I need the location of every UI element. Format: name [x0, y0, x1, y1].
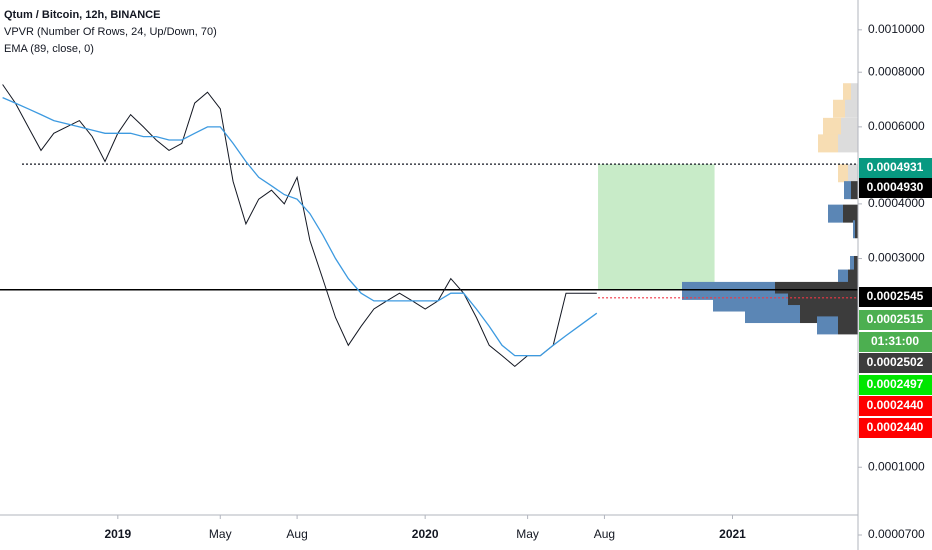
y-tick-label: 0.0006000: [868, 119, 925, 133]
vpvr-up: [823, 117, 841, 136]
vpvr-down: [843, 204, 858, 223]
price-label-box: [859, 287, 932, 307]
x-tick-label: Aug: [594, 527, 615, 541]
vpvr-down: [855, 220, 858, 239]
price-label: 0.0002497: [867, 377, 924, 391]
vpvr-down: [838, 134, 858, 153]
vpvr-down: [848, 164, 858, 183]
x-tick-label: 2020: [412, 527, 439, 541]
price-label-box: [859, 418, 932, 438]
vpvr-up: [828, 204, 843, 223]
vpvr-down: [851, 181, 858, 200]
y-tick-label: 0.0003000: [868, 251, 925, 265]
price-label: 0.0002545: [867, 289, 924, 303]
price-label: 0.0004930: [867, 180, 924, 194]
price-label-box: [859, 332, 932, 352]
vpvr-down: [854, 255, 858, 274]
vpvr-down: [851, 83, 858, 102]
x-tick-label: 2021: [719, 527, 746, 541]
price-label: 0.0002502: [867, 355, 924, 369]
price-label: 0.0002440: [867, 398, 924, 412]
indicator-label: VPVR (Number Of Rows, 24, Up/Down, 70): [4, 26, 217, 38]
price-label-box: [859, 396, 932, 416]
series-line: [2, 84, 597, 368]
vpvr-down: [845, 99, 858, 118]
y-tick-label: 0.0000700: [868, 527, 925, 541]
vpvr-up: [850, 255, 854, 274]
price-label-box: [859, 310, 932, 330]
series-line: [2, 97, 598, 357]
vpvr-up: [843, 83, 851, 102]
x-tick-label: 2019: [104, 527, 131, 541]
y-tick-label: 0.0008000: [868, 64, 925, 78]
price-label: 0.0002440: [867, 420, 924, 434]
price-label-box: [859, 353, 932, 373]
vpvr-up: [853, 220, 855, 239]
vpvr-up: [838, 269, 848, 288]
price-label-box: [859, 158, 932, 178]
vpvr-down: [841, 117, 858, 136]
vpvr-up: [745, 305, 800, 324]
plot-area: [0, 83, 858, 368]
vpvr-up: [817, 316, 838, 335]
price-label-box: [859, 375, 932, 395]
position-box: [598, 164, 715, 290]
y-tick-label: 0.0001000: [868, 459, 925, 473]
chart-title: Qtum / Bitcoin, 12h, BINANCE: [4, 9, 160, 21]
y-tick-label: 0.0010000: [868, 22, 925, 36]
vpvr-down: [848, 269, 858, 288]
y-tick-label: 0.0004000: [868, 196, 925, 210]
x-tick-label: May: [516, 527, 539, 541]
vpvr-up: [844, 181, 851, 200]
vpvr-up: [833, 99, 845, 118]
price-label-box: [859, 178, 932, 198]
x-tick-label: May: [209, 527, 232, 541]
price-label: 0.0002515: [867, 312, 924, 326]
price-label: 01:31:00: [871, 334, 919, 348]
vpvr-up: [818, 134, 838, 153]
vpvr-down: [838, 316, 858, 335]
indicator-label: EMA (89, close, 0): [4, 43, 94, 55]
price-label: 0.0004931: [867, 160, 924, 174]
x-tick-label: Aug: [286, 527, 307, 541]
vpvr-up: [838, 164, 848, 183]
